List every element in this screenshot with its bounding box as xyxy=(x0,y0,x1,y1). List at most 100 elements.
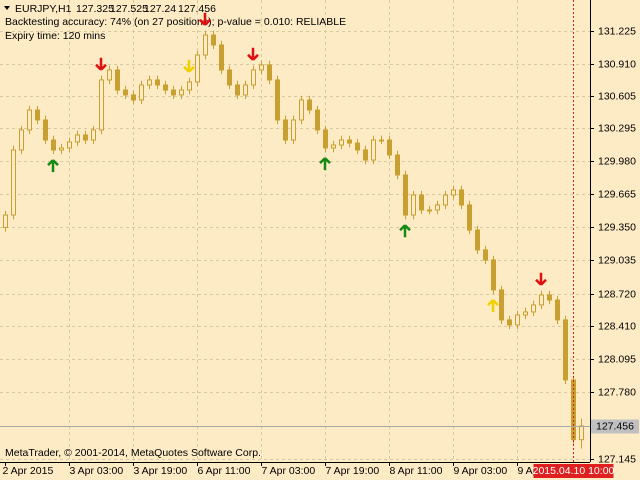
candle-body xyxy=(123,89,128,96)
candle-body xyxy=(427,209,432,212)
candle-body xyxy=(563,319,568,381)
y-tick-label: 129.350 xyxy=(598,221,636,233)
info-line: Backtesting accuracy: 74% (on 27 positio… xyxy=(5,16,346,28)
plot xyxy=(0,30,590,449)
candle-body xyxy=(203,34,208,56)
candle-body xyxy=(291,119,296,141)
candle-body xyxy=(211,34,216,46)
candle-body xyxy=(443,194,448,206)
x-tick-label: 3 Apr 03:00 xyxy=(70,465,124,477)
y-tick-label: 129.665 xyxy=(598,188,636,200)
candle-body xyxy=(411,194,416,216)
candle-body xyxy=(403,174,408,216)
candle-body xyxy=(307,99,312,111)
candle-body xyxy=(323,129,328,149)
candle-body xyxy=(115,69,120,91)
y-tick-label: 127.145 xyxy=(598,453,636,465)
candle-body xyxy=(395,154,400,176)
y-tick-label: 128.410 xyxy=(598,320,636,332)
candle-body xyxy=(99,79,104,131)
candle-body xyxy=(379,139,384,142)
candle-body xyxy=(187,81,192,91)
candle-body xyxy=(283,119,288,141)
y-tick-label: 129.980 xyxy=(598,155,636,167)
candle-body xyxy=(59,147,64,151)
info-line: Expiry time: 120 mins xyxy=(5,30,105,42)
candle-body xyxy=(243,84,248,96)
candle-body xyxy=(219,44,224,71)
signal-arrow xyxy=(319,157,331,171)
header-low: 127.24 xyxy=(144,3,176,15)
candle-body xyxy=(267,64,272,81)
candle-body xyxy=(347,139,352,144)
symbol: EURJPY,H1 xyxy=(15,3,72,15)
candle-body xyxy=(139,84,144,101)
candle-body xyxy=(11,149,16,216)
signal-arrow xyxy=(95,57,107,71)
current-price-label: 127.456 xyxy=(596,420,634,432)
candle-body xyxy=(195,54,200,83)
y-tick-label: 127.780 xyxy=(598,386,636,398)
candle-body xyxy=(547,294,552,301)
candle-body xyxy=(371,139,376,161)
signal-arrow xyxy=(47,159,59,173)
candle-body xyxy=(523,311,528,316)
candle-body xyxy=(299,99,304,121)
y-tick-label: 129.035 xyxy=(598,254,636,266)
header-open: 127.325 xyxy=(76,3,114,15)
candle-body xyxy=(555,299,560,321)
x-tick-label: 7 Apr 03:00 xyxy=(262,465,316,477)
candle-body xyxy=(435,204,440,211)
candle-body xyxy=(251,69,256,86)
y-tick-label: 130.910 xyxy=(598,58,636,70)
candle-body xyxy=(131,94,136,101)
cursor-time-label: 2015.04.10 10:00 xyxy=(533,465,615,477)
candle-body xyxy=(515,314,520,326)
candle-body xyxy=(355,142,360,151)
x-tick-label: 9 Apr 03:00 xyxy=(454,465,508,477)
candle-body xyxy=(19,129,24,151)
candle-body xyxy=(419,194,424,211)
header-high: 127.525 xyxy=(110,3,148,15)
signal-arrow xyxy=(487,299,499,313)
candle-body xyxy=(147,79,152,86)
candle-body xyxy=(179,89,184,96)
candle-body xyxy=(387,139,392,156)
candle-body xyxy=(531,304,536,313)
y-tick-label: 130.605 xyxy=(598,90,636,102)
x-tick-label: 6 Apr 11:00 xyxy=(198,465,251,477)
candle-body xyxy=(275,79,280,121)
candle-body xyxy=(235,84,240,96)
candle-body xyxy=(259,64,264,71)
candle-body xyxy=(27,109,32,131)
candle-body xyxy=(331,144,336,149)
candle-body xyxy=(35,109,40,121)
candle-body xyxy=(499,289,504,321)
signal-arrow xyxy=(399,224,411,238)
candle-body xyxy=(163,84,168,91)
candle-body xyxy=(315,109,320,131)
symbol-menu-icon[interactable] xyxy=(4,6,10,10)
signal-arrow xyxy=(199,12,211,26)
candle-body xyxy=(171,89,176,96)
candle-body xyxy=(107,69,112,81)
cursor-time-box xyxy=(533,464,614,478)
candle-body xyxy=(83,134,88,141)
candle-body xyxy=(91,129,96,141)
x-tick-label: 8 Apr 11:00 xyxy=(390,465,443,477)
header-close: 127.456 xyxy=(178,3,216,15)
x-tick-label: 7 Apr 19:00 xyxy=(326,465,380,477)
candle-body xyxy=(539,294,544,306)
candle-body xyxy=(3,214,8,228)
candle-body xyxy=(451,189,456,196)
candle-body xyxy=(467,204,472,231)
candle-body xyxy=(507,319,512,326)
candle-body xyxy=(227,69,232,86)
x-tick-label: 3 Apr 19:00 xyxy=(134,465,188,477)
overlay: EURJPY,H1 127.325 127.525 127.24 127.456… xyxy=(3,0,639,478)
candle-body xyxy=(51,139,56,151)
candle-body xyxy=(459,189,464,206)
candle-body xyxy=(579,425,584,441)
y-tick-label: 128.095 xyxy=(598,353,636,365)
